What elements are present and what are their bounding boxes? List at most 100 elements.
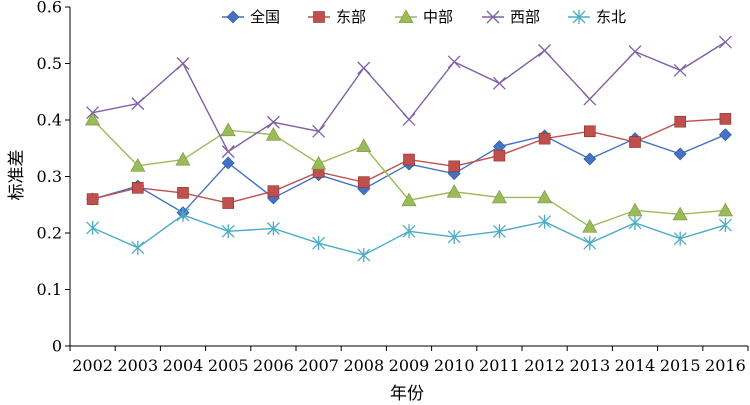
data-point [222, 197, 234, 209]
data-point [175, 151, 191, 166]
data-point [492, 76, 506, 90]
data-point [357, 248, 371, 263]
legend-item: 全国 [222, 8, 280, 26]
y-axis-title: 标准差 [7, 150, 27, 201]
data-point [176, 207, 190, 222]
series-layer [85, 35, 733, 263]
data-point [401, 192, 417, 207]
series-2 [85, 111, 733, 233]
legend-marker [313, 11, 325, 23]
data-point [673, 231, 687, 246]
data-point [356, 138, 372, 152]
y-tick-label: 0.2 [37, 224, 62, 243]
legend-item: 东部 [308, 8, 366, 26]
data-point [448, 160, 461, 173]
data-point [717, 202, 733, 217]
x-tick-label: 2010 [434, 356, 475, 375]
series-1 [86, 113, 732, 209]
data-point [583, 236, 597, 251]
x-tick-label: 2006 [253, 356, 294, 375]
x-tick-label: 2016 [705, 356, 746, 375]
data-point [266, 115, 280, 129]
x-tick-label: 2003 [117, 356, 158, 375]
data-point [402, 224, 416, 239]
data-point [131, 240, 145, 255]
y-tick-label: 0.1 [37, 280, 62, 299]
x-axis-title: 年份 [390, 384, 424, 404]
data-point [446, 184, 462, 198]
x-tick-label: 2005 [208, 356, 249, 375]
data-point [312, 236, 326, 251]
data-point [492, 224, 506, 239]
y-tick-label: 0.4 [37, 111, 62, 130]
data-point [628, 215, 642, 230]
x-tick-label: 2011 [479, 356, 520, 375]
data-point [357, 176, 370, 188]
legend-marker [486, 10, 500, 24]
data-point [265, 127, 281, 141]
data-point [493, 149, 506, 162]
x-tick-label: 2013 [569, 356, 610, 375]
data-point [718, 218, 732, 233]
data-point [312, 124, 326, 138]
y-tick-label: 0.3 [37, 167, 62, 186]
legend-label: 全国 [250, 8, 280, 26]
data-point [132, 182, 144, 194]
x-tick-label: 2004 [163, 356, 204, 375]
legend-item: 东北 [568, 8, 626, 26]
legend-label: 中部 [423, 8, 453, 26]
data-point [583, 92, 597, 106]
data-point [131, 97, 145, 111]
data-point [583, 152, 597, 166]
data-point [266, 221, 280, 236]
y-tick-label: 0.5 [37, 54, 62, 73]
data-point [86, 220, 100, 235]
data-point [718, 35, 732, 49]
legend-marker [398, 9, 414, 23]
x-tick-label: 2008 [343, 356, 384, 375]
data-point [86, 193, 99, 205]
legend-marker [226, 10, 240, 24]
data-point [311, 155, 327, 170]
data-point [85, 111, 101, 126]
series-4 [86, 207, 732, 263]
x-tick-label: 2014 [615, 356, 656, 375]
data-point [221, 156, 235, 170]
data-point [447, 55, 461, 69]
legend-label: 东北 [596, 8, 626, 26]
data-point [673, 63, 687, 77]
legend-item: 西部 [482, 8, 540, 26]
data-point [627, 202, 643, 217]
data-point [674, 115, 687, 128]
x-tick-label: 2007 [298, 356, 339, 375]
legend: 全国 东部 中部 西部 东北 [222, 8, 626, 26]
data-point [673, 147, 687, 161]
data-point [130, 158, 146, 172]
legend-label: 东部 [336, 8, 366, 26]
series-3 [86, 35, 732, 159]
data-point [220, 122, 236, 137]
data-point [403, 153, 415, 166]
y-tick-label: 0.6 [37, 0, 62, 17]
data-point [221, 145, 235, 159]
data-point [402, 112, 416, 126]
data-point [221, 224, 235, 239]
data-point [629, 136, 641, 148]
data-point [582, 219, 598, 233]
data-point [672, 206, 688, 221]
legend-item: 中部 [395, 8, 453, 26]
legend-marker [572, 10, 586, 24]
data-point [267, 185, 280, 197]
data-point [628, 45, 642, 59]
data-point [537, 189, 553, 204]
x-tick-label: 2002 [72, 356, 113, 375]
legend-label: 西部 [510, 8, 540, 26]
data-point [447, 229, 461, 244]
data-point [176, 57, 190, 70]
data-point [538, 44, 552, 57]
y-tick-label: 0 [52, 337, 62, 356]
data-point [538, 214, 552, 229]
data-point [719, 113, 732, 125]
